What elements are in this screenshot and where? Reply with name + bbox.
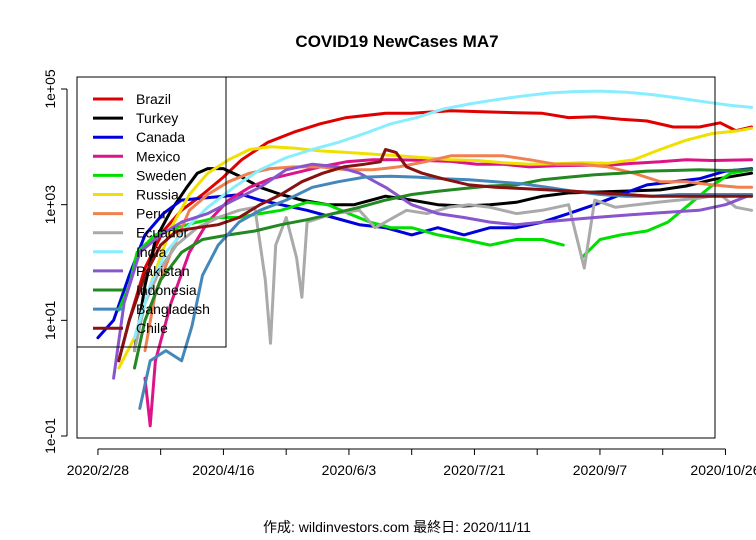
legend-label-mexico: Mexico bbox=[136, 148, 181, 164]
series-line-peru bbox=[143, 154, 754, 353]
chart-title: COVID19 NewCases MA7 bbox=[295, 32, 498, 51]
x-tick-label: 2020/9/7 bbox=[573, 462, 628, 478]
series-line-indonesia bbox=[133, 168, 754, 370]
series-line-india bbox=[133, 89, 754, 340]
x-tick-label: 2020/10/26 bbox=[690, 462, 756, 478]
legend-box bbox=[76, 76, 227, 348]
legend-label-bangladesh: Bangladesh bbox=[136, 301, 210, 317]
legend-label-chile: Chile bbox=[136, 320, 168, 336]
x-tick-label: 2020/4/16 bbox=[192, 462, 254, 478]
series-line-turkey bbox=[133, 167, 754, 353]
y-tick-label: 1e+05 bbox=[42, 69, 58, 109]
legend: Brazil Turkey Canada Mexico Sweden Russia Peru… bbox=[76, 76, 227, 348]
series-line-pakistan bbox=[112, 162, 754, 380]
data-layer bbox=[96, 89, 754, 428]
legend-label-ecuador: Ecuador bbox=[136, 225, 188, 241]
series-line-russia bbox=[117, 126, 754, 370]
series-line-sweden bbox=[580, 168, 754, 260]
axes-layer: 1e-01 1e+01 1e+03 1e+05 2020/2/28 2020/4/16 20… bbox=[42, 69, 756, 478]
x-tick-label: 2020/2/28 bbox=[67, 462, 129, 478]
series-line-brazil bbox=[117, 109, 754, 363]
legend-label-turkey: Turkey bbox=[136, 110, 178, 126]
y-tick-label: 1e+03 bbox=[42, 185, 58, 225]
legend-label-india: India bbox=[136, 244, 167, 260]
legend-label-canada: Canada bbox=[136, 129, 185, 145]
legend-label-peru: Peru bbox=[136, 206, 166, 222]
legend-label-russia: Russia bbox=[136, 187, 179, 203]
x-tick-label: 2020/7/21 bbox=[443, 462, 505, 478]
series-line-chile bbox=[117, 148, 754, 363]
legend-label-brazil: Brazil bbox=[136, 91, 171, 107]
legend-label-pakistan: Pakistan bbox=[136, 263, 190, 279]
x-tick-label: 2020/6/3 bbox=[322, 462, 377, 478]
legend-label-sweden: Sweden bbox=[136, 167, 187, 183]
y-tick-label: 1e+01 bbox=[42, 300, 58, 340]
legend-label-indonesia: Indonesia bbox=[136, 282, 197, 298]
y-tick-label: 1e-01 bbox=[42, 418, 58, 454]
chart-footer: 作成: wildinvestors.com 最終日: 2020/11/11 bbox=[263, 519, 531, 535]
series-line-ecuador bbox=[133, 193, 754, 353]
